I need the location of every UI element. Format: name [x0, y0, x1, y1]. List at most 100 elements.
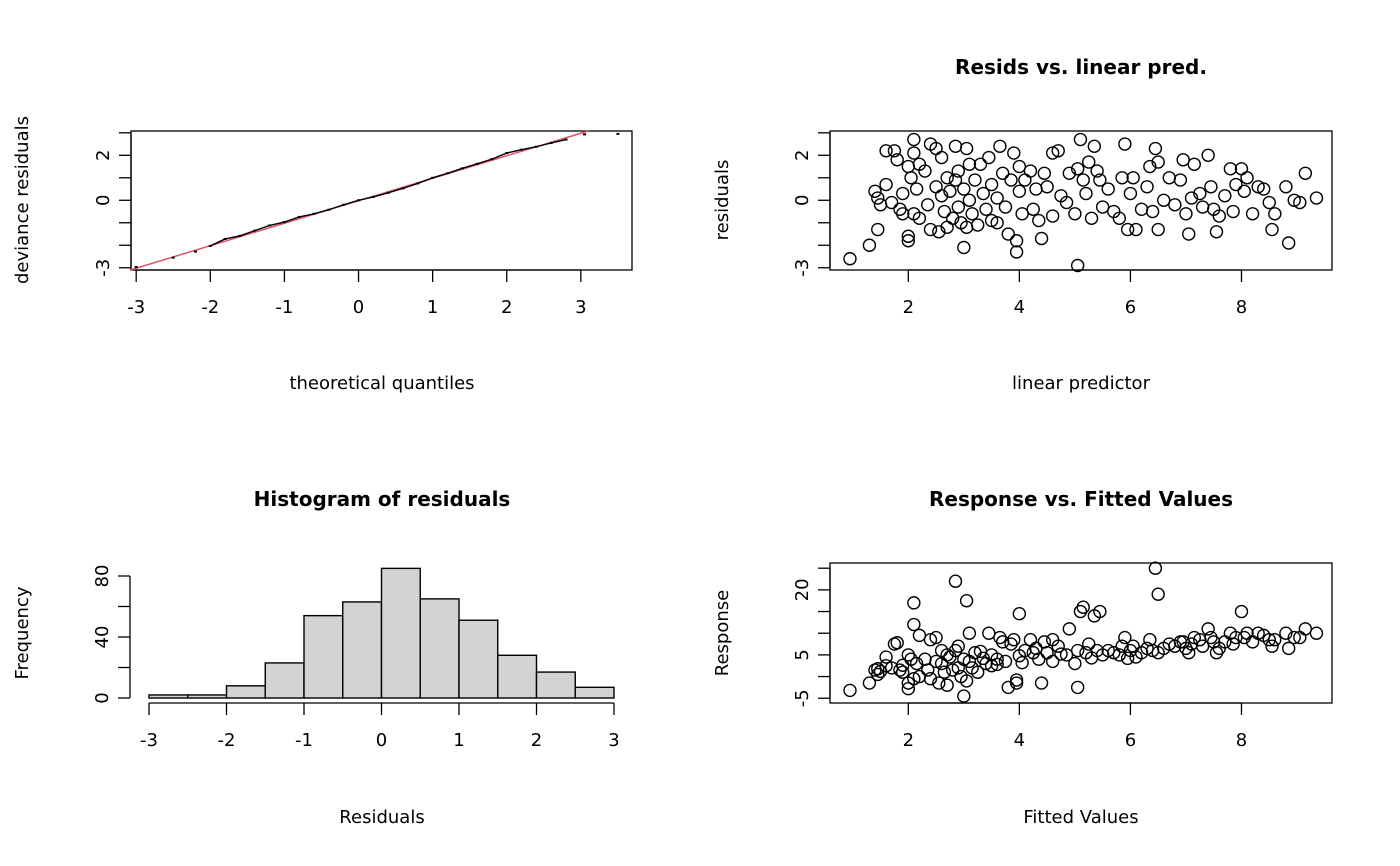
- scatter-point: [879, 144, 893, 158]
- scatter-point: [1062, 622, 1077, 636]
- scatter-point: [1176, 153, 1190, 167]
- scatter-point: [979, 202, 993, 216]
- scatter-point: [996, 635, 1010, 649]
- scatter-point: [1173, 173, 1188, 187]
- scatter-point: [982, 626, 996, 640]
- scatter-point: [962, 193, 977, 207]
- y-tick-label: 0: [792, 195, 813, 206]
- scatter-point: [1001, 227, 1015, 241]
- scatter-point: [1126, 639, 1140, 653]
- scatter-point: [962, 626, 977, 640]
- y-tick-label: 40: [92, 626, 113, 649]
- scatter-point: [959, 594, 974, 608]
- scatter-point: [901, 159, 915, 174]
- scatter-point: [1045, 209, 1060, 223]
- scatter-point: [1148, 561, 1163, 575]
- scatter-point: [934, 150, 949, 165]
- scatter-point: [998, 654, 1013, 669]
- histogram-bar: [303, 614, 344, 699]
- scatter-point: [1184, 191, 1199, 205]
- scatter-point: [1073, 604, 1088, 619]
- y-tick-label: 2: [93, 150, 114, 161]
- scatter-point: [1120, 651, 1135, 666]
- x-tick-label: 8: [1236, 297, 1247, 318]
- scatter-point: [993, 139, 1007, 153]
- scatter-point: [1256, 182, 1271, 196]
- scatter-point: [1045, 146, 1060, 160]
- scatter-point: [948, 139, 963, 153]
- histogram-bar: [187, 694, 228, 699]
- x-tick-label: 4: [1014, 730, 1025, 751]
- scatter-point: [879, 650, 893, 664]
- scatter-point: [1218, 189, 1232, 203]
- scatter-point: [1201, 622, 1215, 636]
- scatter-point: [901, 234, 915, 248]
- qq-point: [616, 132, 620, 135]
- histogram-bar: [342, 601, 383, 699]
- scatter-point: [907, 132, 921, 147]
- scatter-point: [1093, 173, 1107, 187]
- y-tick-label: 5: [792, 649, 813, 660]
- qq-point-trace: [210, 138, 567, 247]
- scatter-point: [1223, 162, 1238, 176]
- scatter-point: [909, 182, 924, 196]
- scatter-point: [957, 689, 971, 703]
- scatter-point: [1251, 626, 1265, 640]
- scatter-point: [1287, 630, 1301, 645]
- histogram-bar: [574, 686, 615, 699]
- x-tick-label: 8: [1236, 730, 1247, 751]
- scatter-point: [1009, 245, 1024, 259]
- scatter-point: [904, 171, 918, 185]
- scatter-point: [1037, 635, 1052, 649]
- x-tick-label: 0: [353, 297, 364, 318]
- y-axis-label: Response: [712, 590, 733, 676]
- y-tick-label: 80: [92, 565, 113, 588]
- scatter-point: [1107, 646, 1121, 660]
- scatter-point: [1182, 646, 1196, 660]
- scatter-point: [1281, 641, 1296, 656]
- x-axis-label: theoretical quantiles: [289, 373, 474, 394]
- scatter-point: [901, 229, 915, 243]
- scatter-point: [1226, 204, 1240, 219]
- scatter-point: [959, 141, 974, 156]
- scatter-point: [1009, 673, 1024, 687]
- histogram-bar: [497, 654, 538, 699]
- x-tick-label: 4: [1014, 297, 1025, 318]
- scatter-point: [1298, 166, 1313, 180]
- scatter-point: [879, 177, 893, 192]
- scatter-point: [1059, 195, 1074, 210]
- y-tick-label: -3: [93, 259, 114, 277]
- scatter-point: [1032, 213, 1046, 228]
- scatter-point: [1120, 222, 1135, 237]
- scatter-point: [1029, 641, 1043, 656]
- x-tick-label: -2: [218, 730, 236, 751]
- scatter-point: [998, 200, 1013, 214]
- x-tick-label: -1: [275, 297, 293, 318]
- scatter-point: [1143, 159, 1157, 174]
- scatter-point: [1070, 162, 1085, 176]
- scatter-point: [1309, 191, 1324, 205]
- scatter-point: [1204, 630, 1218, 645]
- scatter-point: [973, 157, 988, 171]
- scatter-point: [1151, 222, 1165, 237]
- scatter-point: [1265, 222, 1279, 237]
- scatter-point: [1087, 139, 1102, 153]
- x-tick-label: 2: [903, 730, 914, 751]
- panel-resids-vs-linear-pred: Resids vs. linear pred. linear predictor…: [712, 55, 1333, 394]
- scatter-point: [890, 153, 904, 167]
- scatter-point: [912, 211, 927, 225]
- scatter-point: [990, 657, 1004, 672]
- scatter-point: [1076, 173, 1090, 187]
- x-axis-label: linear predictor: [1012, 373, 1151, 394]
- x-tick-label: 3: [575, 297, 586, 318]
- scatter-point: [871, 222, 885, 237]
- scatter-point: [1287, 193, 1301, 207]
- scatter-point: [907, 596, 921, 610]
- scatter-point: [1093, 604, 1107, 619]
- x-tick-label: 2: [501, 297, 512, 318]
- x-tick-label: -1: [295, 730, 313, 751]
- scatter-point: [940, 171, 954, 185]
- histogram-bar: [458, 619, 499, 699]
- scatter-point: [1026, 202, 1040, 216]
- scatter-point: [1023, 164, 1038, 178]
